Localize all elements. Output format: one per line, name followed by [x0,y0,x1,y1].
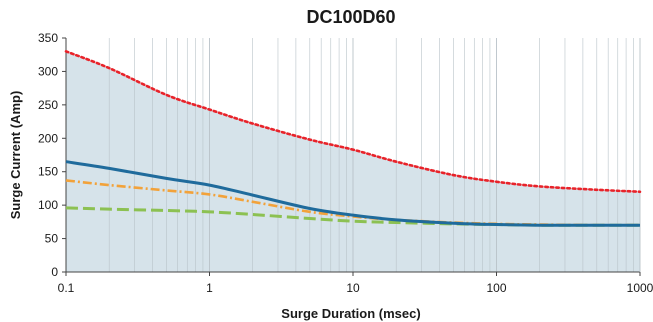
series-line-1 [64,50,642,194]
x-tick-label: 10 [346,281,360,295]
series-line-2 [65,160,640,227]
y-tick-label: 100 [38,198,58,212]
y-tick-label: 150 [38,165,58,179]
x-tick-label: 1000 [627,281,653,295]
y-tick-label: 50 [45,232,59,246]
plot-area: 0 50 100 150 200 250 300 350 0.1 1 10 100 1000 [38,31,653,295]
x-tick-label: 100 [486,281,506,295]
y-axis-label: Surge Current (Amp) [8,91,23,220]
x-axis-label: Surge Duration (msec) [281,306,420,321]
y-tick-label: 350 [38,31,58,45]
y-tick-label: 200 [38,131,58,145]
x-tick-label: 1 [206,281,213,295]
y-tick-label: 250 [38,98,58,112]
chart-title: DC100D60 [306,7,395,27]
y-tick-label: 0 [51,265,58,279]
y-tick-label: 300 [38,64,58,78]
x-tick-label: 0.1 [58,281,75,295]
